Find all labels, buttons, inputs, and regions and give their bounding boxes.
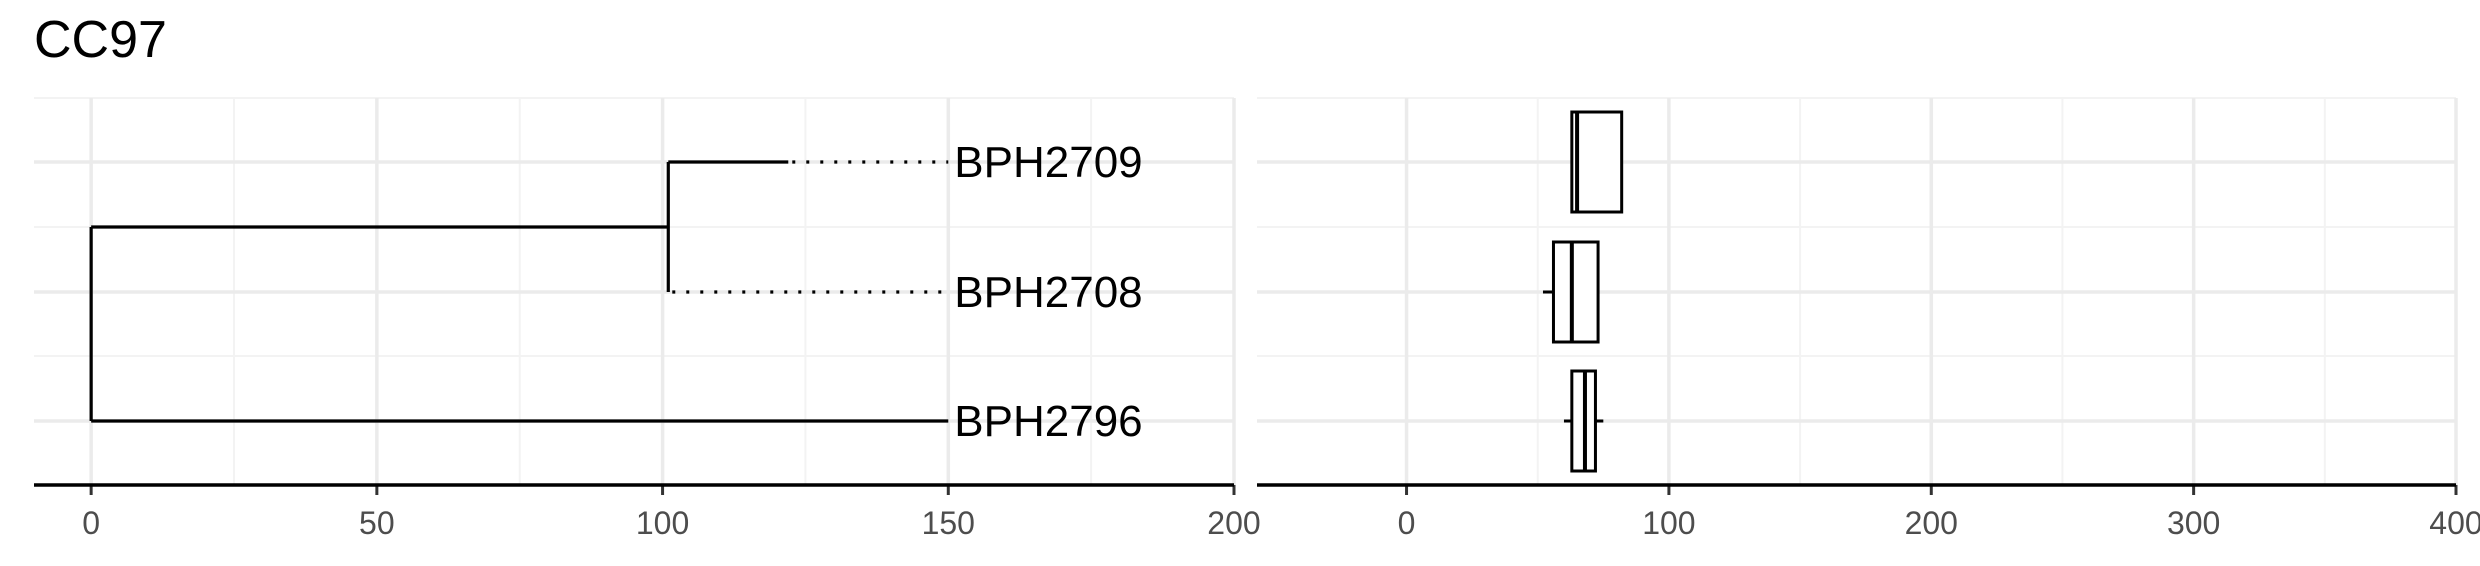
chart-title: CC97 (34, 11, 167, 69)
tree-tick-label: 50 (359, 505, 395, 541)
tree-tick-label: 150 (922, 505, 975, 541)
tree-tick-label: 100 (636, 505, 689, 541)
tree-tick-label: 200 (1207, 505, 1260, 541)
box-tick-label: 400 (2429, 505, 2480, 541)
tip-label: BPH2796 (954, 397, 1142, 446)
box-tick-label: 300 (2167, 505, 2220, 541)
box-iqr (1570, 110, 1624, 214)
box-iqr (1551, 240, 1600, 344)
tree-tick-label: 0 (82, 505, 100, 541)
box-tick-label: 0 (1398, 505, 1416, 541)
box-tick-label: 200 (1905, 505, 1958, 541)
tip-label: BPH2709 (954, 138, 1142, 187)
box-tick-label: 100 (1642, 505, 1695, 541)
tip-label: BPH2708 (954, 268, 1142, 317)
